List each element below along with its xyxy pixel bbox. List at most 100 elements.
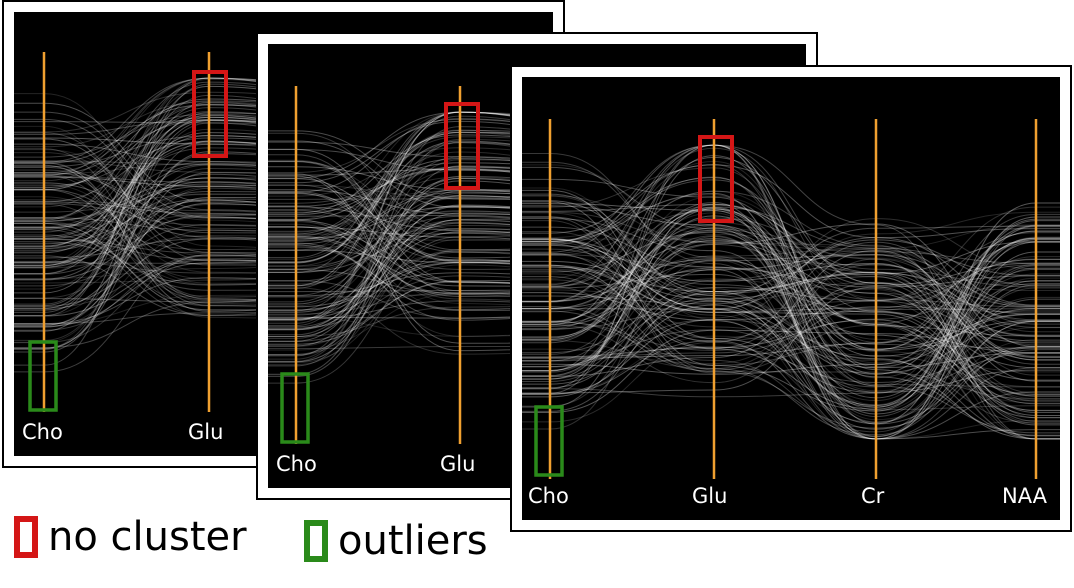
data-polyline xyxy=(268,138,806,362)
data-polyline xyxy=(522,280,1060,358)
no-cluster-box xyxy=(192,70,228,158)
data-polyline xyxy=(522,193,1060,296)
data-polyline xyxy=(522,195,1060,419)
data-polyline xyxy=(522,298,1060,424)
data-polyline xyxy=(522,178,1060,337)
data-polyline xyxy=(14,185,553,326)
data-polyline xyxy=(522,231,1060,436)
data-polyline xyxy=(268,159,806,339)
data-polyline xyxy=(522,240,1060,416)
data-polyline xyxy=(268,131,806,264)
outliers-box xyxy=(28,340,58,412)
data-polyline xyxy=(14,172,553,349)
data-polyline xyxy=(522,155,1060,390)
data-polyline xyxy=(522,195,1060,402)
axis-label-glu: Glu xyxy=(440,452,476,476)
data-polyline xyxy=(14,125,553,305)
data-polyline xyxy=(14,122,553,350)
data-polyline xyxy=(522,238,1060,369)
no-cluster-swatch xyxy=(14,516,38,558)
data-polyline xyxy=(522,308,1060,375)
outliers-box xyxy=(280,372,310,444)
panel-card-3: Cho Glu Cr NAA xyxy=(510,65,1072,532)
data-polyline xyxy=(522,319,1060,411)
data-polyline xyxy=(522,232,1060,351)
data-polyline xyxy=(522,279,1060,388)
data-polyline xyxy=(14,148,553,301)
data-polyline xyxy=(522,310,1060,395)
axis-label-cho: Cho xyxy=(276,452,317,476)
data-polyline xyxy=(522,217,1060,399)
data-polyline xyxy=(522,215,1060,377)
data-polyline xyxy=(14,83,553,366)
data-polyline xyxy=(522,211,1060,376)
data-polyline xyxy=(522,206,1060,341)
data-polyline xyxy=(268,165,806,376)
data-polyline xyxy=(522,278,1060,400)
data-polyline xyxy=(522,259,1060,313)
data-polyline xyxy=(522,144,1060,440)
data-polyline xyxy=(522,329,1060,414)
data-polyline xyxy=(522,281,1060,412)
data-polyline xyxy=(522,268,1060,440)
data-polyline xyxy=(522,227,1060,415)
data-polyline xyxy=(522,190,1060,337)
data-polyline xyxy=(522,206,1060,375)
data-polyline xyxy=(522,230,1060,368)
data-polyline xyxy=(522,164,1060,239)
data-polyline xyxy=(522,235,1060,430)
data-polyline xyxy=(522,224,1060,293)
data-polyline xyxy=(522,308,1060,440)
data-polyline xyxy=(522,226,1060,406)
data-polyline xyxy=(522,156,1060,326)
no-cluster-box xyxy=(698,135,734,223)
data-polyline xyxy=(522,237,1060,375)
data-polyline xyxy=(268,173,806,344)
data-polyline xyxy=(268,190,806,377)
data-polyline xyxy=(522,230,1060,359)
data-polyline xyxy=(522,190,1060,325)
data-polyline xyxy=(522,239,1060,305)
data-polyline xyxy=(522,200,1060,293)
axis-label-cho: Cho xyxy=(528,484,569,508)
data-polyline xyxy=(14,151,553,350)
data-polyline xyxy=(522,287,1060,389)
data-polyline xyxy=(522,238,1060,364)
data-polyline xyxy=(522,223,1060,417)
data-polyline xyxy=(522,220,1060,440)
data-polyline xyxy=(522,194,1060,424)
data-polyline xyxy=(522,176,1060,379)
data-polyline xyxy=(522,258,1060,396)
data-polyline xyxy=(522,206,1060,313)
data-polyline xyxy=(522,254,1060,357)
data-polyline xyxy=(522,208,1060,325)
data-polyline xyxy=(522,238,1060,372)
data-polyline xyxy=(522,239,1060,394)
data-polyline xyxy=(522,305,1060,436)
data-polyline xyxy=(522,201,1060,412)
parallel-coordinates-plot-3: Cho Glu Cr NAA xyxy=(522,77,1060,520)
data-polyline xyxy=(522,282,1060,365)
data-polyline xyxy=(522,144,1060,337)
polyline-bundle xyxy=(522,144,1060,440)
data-polyline xyxy=(522,218,1060,407)
data-polyline xyxy=(522,217,1060,440)
data-polyline xyxy=(14,153,553,343)
data-polyline xyxy=(522,226,1060,344)
data-polyline xyxy=(522,241,1060,410)
data-polyline xyxy=(522,268,1060,388)
no-cluster-box xyxy=(444,102,480,190)
data-polyline xyxy=(522,335,1060,404)
data-polyline xyxy=(268,165,806,375)
data-polyline xyxy=(268,175,806,352)
data-polyline xyxy=(522,179,1060,397)
data-polyline xyxy=(522,203,1060,440)
data-polyline xyxy=(522,237,1060,366)
data-polyline xyxy=(522,201,1060,440)
data-polyline xyxy=(522,144,1060,425)
data-polyline xyxy=(522,216,1060,425)
data-polyline xyxy=(522,204,1060,323)
data-polyline xyxy=(522,281,1060,402)
data-polyline xyxy=(522,259,1060,440)
data-polyline xyxy=(522,248,1060,424)
